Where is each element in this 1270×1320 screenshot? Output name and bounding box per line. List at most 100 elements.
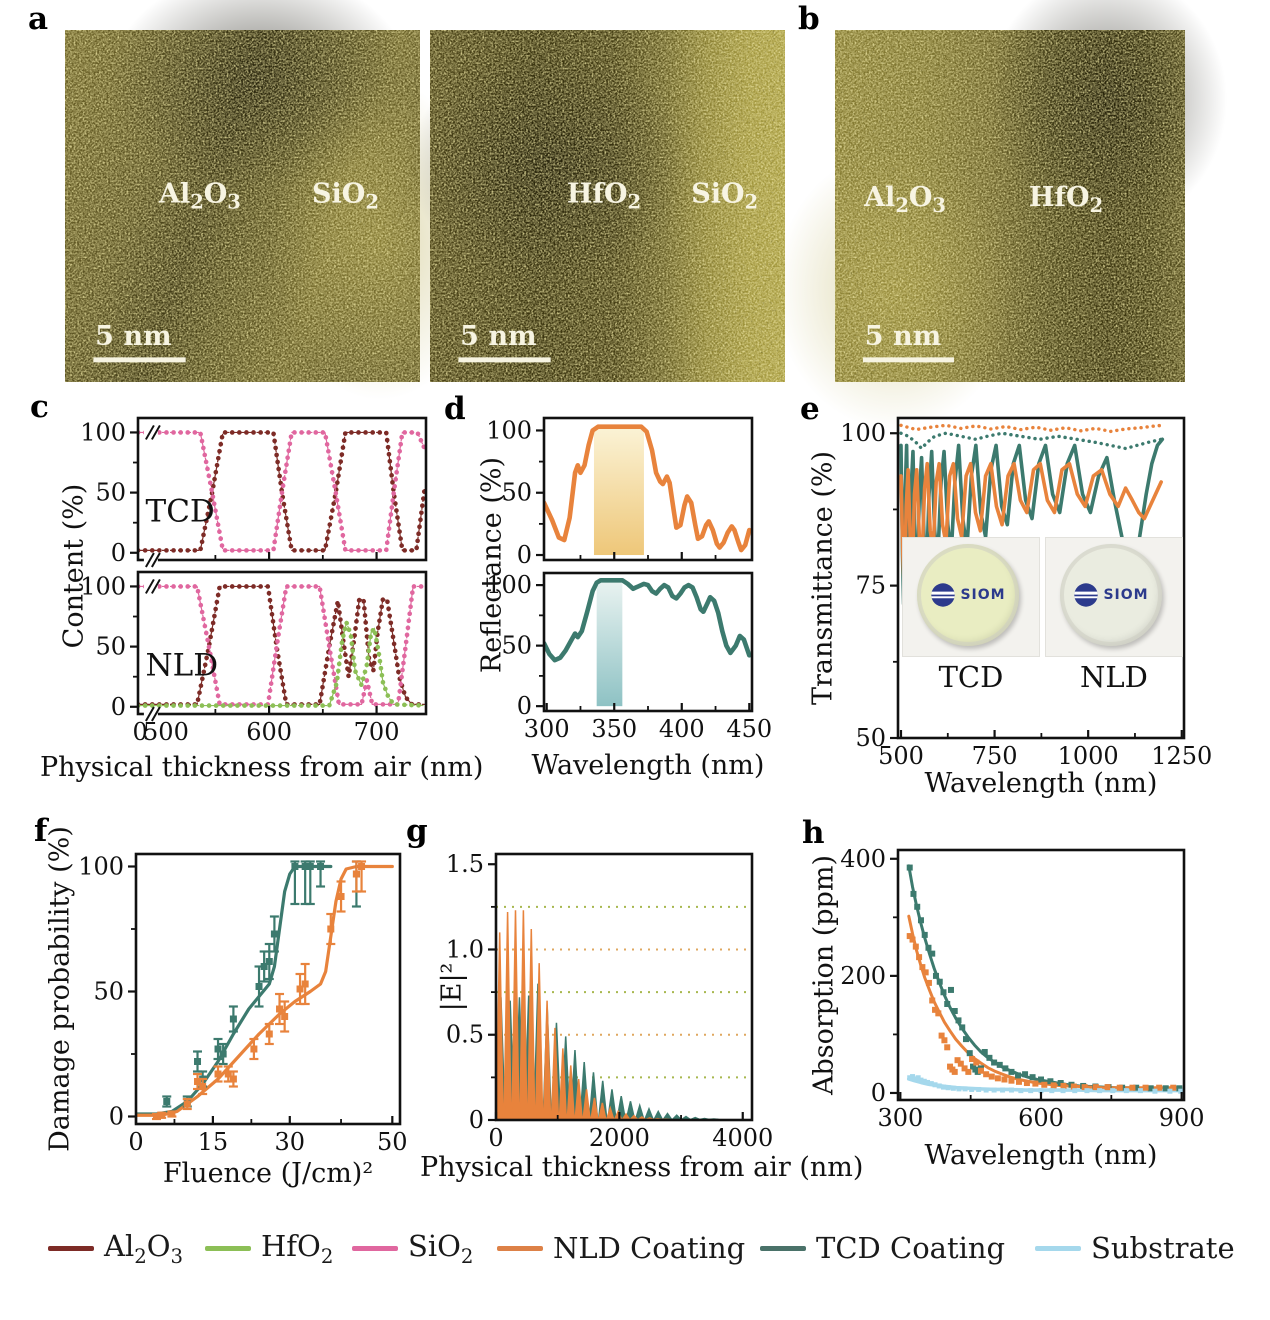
data-point — [918, 1077, 924, 1083]
data-point — [954, 1057, 961, 1064]
panel-label-a: a — [28, 1, 49, 37]
data-point — [1072, 1088, 1078, 1094]
data-point — [966, 1050, 973, 1057]
axis-break — [151, 578, 161, 594]
data-point — [163, 1098, 171, 1105]
e-y-axis-title: Transmittance (%) — [807, 450, 839, 706]
data-point — [1178, 1088, 1184, 1094]
data-point — [1092, 1084, 1099, 1091]
data-point — [1050, 1082, 1057, 1089]
legend-swatch — [760, 1245, 806, 1251]
c-x-axis-title: Physical thickness from air (nm) — [40, 752, 484, 783]
plot-frame — [494, 852, 754, 1122]
data-point — [976, 1086, 982, 1092]
tem-material-label: SiO2 — [312, 178, 379, 213]
y-tick-label: 0.5 — [446, 1021, 484, 1049]
x-tick-label: 50 — [377, 1128, 408, 1156]
y-tick-label: 0 — [111, 539, 126, 567]
data-point — [1008, 1087, 1014, 1093]
scale-bar-label: 5 nm — [865, 321, 941, 352]
data-point — [1156, 1084, 1163, 1091]
y-tick-label: 100 — [80, 572, 126, 600]
data-point — [909, 936, 916, 943]
data-point — [945, 1085, 951, 1091]
data-point — [1137, 1088, 1143, 1094]
y-tick-label: 1.0 — [446, 935, 484, 963]
scale-bar-label: 5 nm — [95, 321, 171, 352]
tem-noise — [835, 30, 1185, 382]
optic-disc-tcd: SIOM — [917, 544, 1019, 646]
data-point — [1001, 1076, 1008, 1083]
data-point — [965, 1068, 972, 1075]
data-point — [969, 1056, 976, 1063]
data-point — [1129, 1084, 1136, 1091]
data-point — [912, 943, 919, 950]
data-point — [932, 1006, 939, 1013]
scale-bar — [863, 357, 954, 363]
y-tick-label: 100 — [840, 419, 886, 447]
data-point — [996, 1061, 1003, 1068]
legend-item-nld-coating: NLD Coating — [497, 1231, 746, 1265]
y-tick-label: 100 — [80, 418, 126, 446]
data-point — [1018, 1088, 1024, 1094]
x-tick-label: 900 — [1159, 1104, 1205, 1132]
tem-material-label: HfO2 — [1029, 182, 1103, 217]
photo-inset: SIOM TCD SIOM NLD — [903, 538, 1182, 694]
x-tick-label: 2000 — [589, 1124, 650, 1152]
tem-noise — [430, 30, 785, 382]
data-point — [1023, 1080, 1030, 1087]
data-point — [158, 1111, 166, 1119]
tem-material-label: Al2O3 — [158, 178, 241, 213]
data-point — [199, 1083, 207, 1090]
data-point — [352, 870, 360, 878]
data-point — [947, 986, 954, 993]
axis-break — [145, 424, 155, 440]
panel-label-b: b — [798, 1, 820, 37]
c-y-axis-title: Content (%) — [58, 483, 90, 649]
data-point — [1060, 1082, 1067, 1089]
data-point — [1008, 1077, 1015, 1084]
data-point — [291, 863, 299, 870]
panel-label-g: g — [406, 813, 428, 849]
legend-label: Substrate — [1091, 1231, 1235, 1265]
legend-swatch — [497, 1245, 543, 1251]
data-point — [959, 1024, 966, 1031]
y-tick-label: 50 — [95, 633, 126, 661]
data-point — [981, 1048, 988, 1055]
panel-label-h: h — [802, 815, 825, 851]
legend-label: NLD Coating — [553, 1231, 746, 1265]
data-point — [1147, 1085, 1154, 1092]
legend-label: TCD Coating — [816, 1231, 1006, 1265]
data-point — [214, 1070, 222, 1078]
y-tick-label: 50 — [501, 479, 532, 507]
data-point — [153, 1113, 161, 1120]
plot-annotation: TCD — [146, 493, 215, 529]
y-tick-label: 0 — [109, 1103, 124, 1131]
data-point — [925, 944, 932, 951]
x-tick-label: 600 — [246, 718, 292, 746]
data-point — [1170, 1084, 1177, 1091]
data-point — [951, 1008, 958, 1015]
data-point — [994, 1075, 1001, 1082]
legend-swatch — [48, 1245, 94, 1251]
x-tick-label: 15 — [198, 1128, 229, 1156]
data-point — [1110, 1088, 1116, 1094]
data-point — [962, 1036, 969, 1043]
y-tick-label: 50 — [855, 724, 886, 752]
axis-break — [151, 552, 161, 568]
data-point — [916, 954, 923, 961]
y-tick-label: 50 — [501, 632, 532, 660]
data-point — [928, 1081, 934, 1087]
legend-swatch — [352, 1245, 398, 1251]
chart-absorption: 300 600 900 0 200 400 — [840, 845, 1204, 1132]
data-point — [925, 979, 932, 986]
data-point — [907, 1075, 913, 1081]
siom-logo: SIOM — [1073, 582, 1148, 608]
panel-label-d: d — [444, 391, 466, 427]
axis-break — [145, 552, 155, 568]
data-point — [932, 1082, 938, 1088]
x-tick-label: 1250 — [1151, 742, 1212, 770]
series-dots-SiO₂ — [138, 584, 426, 707]
legend-swatch — [1035, 1245, 1081, 1251]
